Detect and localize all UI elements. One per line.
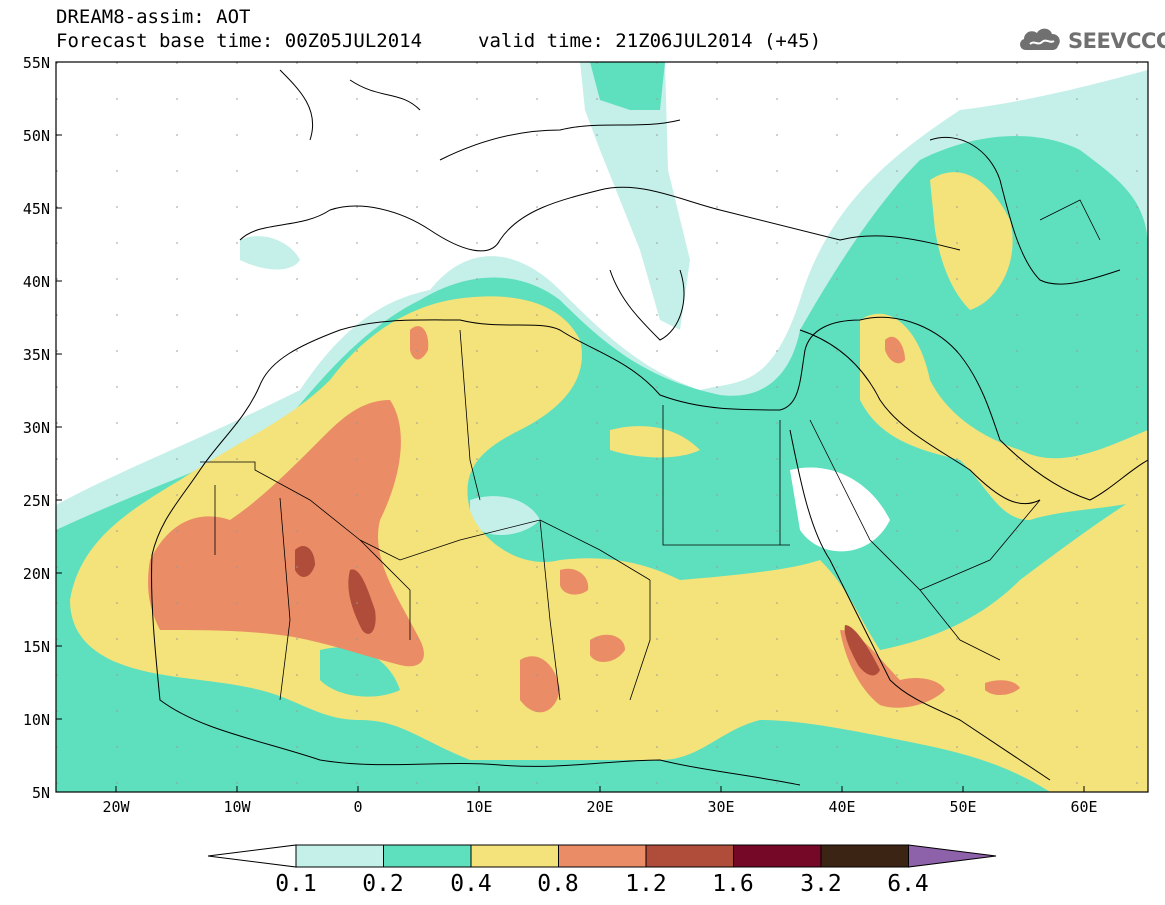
lon-label: 60E — [1070, 798, 1098, 816]
chart-title: DREAM8-assim: AOT — [56, 6, 251, 28]
lat-label: 10N — [22, 711, 50, 729]
cloud-icon — [1016, 24, 1064, 58]
coastlines — [151, 69, 1148, 786]
lon-label: 30E — [707, 798, 735, 816]
lon-label: 10W — [223, 798, 251, 816]
lat-label: 55N — [22, 54, 50, 72]
lat-label: 50N — [22, 127, 50, 145]
valid-time: valid time: 21Z06JUL2014 (+45) — [478, 30, 822, 52]
lon-label: 10E — [465, 798, 493, 816]
colorbar-label: 0.2 — [362, 871, 404, 897]
colorbar-label: 1.2 — [625, 871, 667, 897]
colorbar-label: 6.4 — [887, 871, 929, 897]
logo-text: SEEVCCC — [1068, 29, 1165, 53]
lat-label: 45N — [22, 200, 50, 218]
axis-ticks — [56, 61, 1085, 792]
lat-label: 20N — [22, 565, 50, 583]
lon-label: 40E — [828, 798, 856, 816]
colorbar-label: 0.1 — [275, 871, 317, 897]
lon-label: 20E — [586, 798, 614, 816]
country-borders — [200, 199, 1101, 701]
colorbar-label: 0.4 — [450, 871, 492, 897]
forecast-base-time: Forecast base time: 00Z05JUL2014 — [56, 30, 423, 52]
lat-label: 30N — [22, 419, 50, 437]
lon-label: 0 — [353, 798, 363, 816]
lat-label: 5N — [31, 784, 50, 802]
lat-label: 35N — [22, 346, 50, 364]
lat-label: 25N — [22, 492, 50, 510]
lon-label: 50E — [949, 798, 977, 816]
lat-label: 15N — [22, 638, 50, 656]
lat-label: 40N — [22, 273, 50, 291]
lon-label: 20W — [102, 798, 130, 816]
colorbar-label: 3.2 — [800, 871, 842, 897]
colorbar-label: 0.8 — [537, 871, 579, 897]
colorbar-label: 1.6 — [712, 871, 754, 897]
seevccc-logo: SEEVCCC — [1016, 24, 1165, 58]
